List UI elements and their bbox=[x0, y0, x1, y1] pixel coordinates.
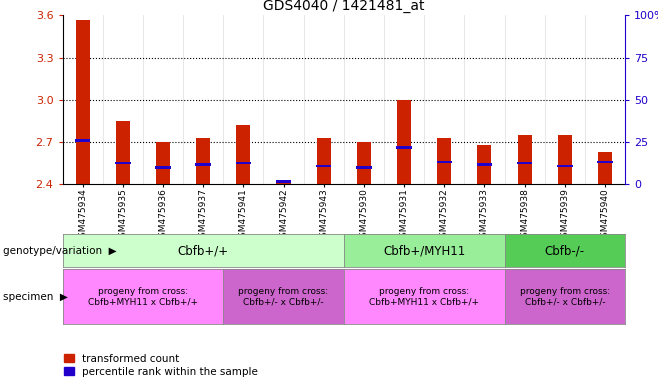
Title: GDS4040 / 1421481_at: GDS4040 / 1421481_at bbox=[263, 0, 424, 13]
Bar bbox=[75, 139, 90, 142]
Bar bbox=[436, 161, 452, 163]
Legend: transformed count, percentile rank within the sample: transformed count, percentile rank withi… bbox=[64, 354, 258, 377]
Text: genotype/variation  ▶: genotype/variation ▶ bbox=[3, 245, 117, 256]
Bar bbox=[396, 146, 412, 149]
Bar bbox=[558, 135, 572, 184]
Bar bbox=[598, 152, 612, 184]
Bar bbox=[557, 165, 572, 167]
Bar bbox=[517, 162, 532, 164]
Bar bbox=[597, 161, 613, 163]
Bar bbox=[518, 135, 532, 184]
Bar bbox=[437, 138, 451, 184]
Bar bbox=[116, 121, 130, 184]
Bar bbox=[476, 163, 492, 166]
Text: progeny from cross:
Cbfb+MYH11 x Cbfb+/+: progeny from cross: Cbfb+MYH11 x Cbfb+/+ bbox=[88, 287, 198, 306]
Bar bbox=[357, 142, 371, 184]
Text: progeny from cross:
Cbfb+MYH11 x Cbfb+/+: progeny from cross: Cbfb+MYH11 x Cbfb+/+ bbox=[369, 287, 479, 306]
Bar bbox=[76, 20, 89, 184]
Bar bbox=[356, 166, 372, 169]
Bar bbox=[478, 145, 492, 184]
Text: Cbfb+/+: Cbfb+/+ bbox=[178, 244, 229, 257]
Bar bbox=[195, 163, 211, 166]
Bar bbox=[236, 162, 251, 164]
Bar bbox=[276, 180, 291, 183]
Text: progeny from cross:
Cbfb+/- x Cbfb+/-: progeny from cross: Cbfb+/- x Cbfb+/- bbox=[520, 287, 610, 306]
Text: progeny from cross:
Cbfb+/- x Cbfb+/-: progeny from cross: Cbfb+/- x Cbfb+/- bbox=[238, 287, 328, 306]
Text: specimen  ▶: specimen ▶ bbox=[3, 291, 68, 302]
Bar bbox=[156, 142, 170, 184]
Text: Cbfb+/MYH11: Cbfb+/MYH11 bbox=[383, 244, 465, 257]
Bar bbox=[276, 183, 291, 184]
Bar bbox=[316, 138, 331, 184]
Bar bbox=[155, 166, 170, 169]
Bar bbox=[397, 100, 411, 184]
Bar bbox=[316, 165, 332, 167]
Bar bbox=[115, 162, 130, 164]
Text: Cbfb-/-: Cbfb-/- bbox=[545, 244, 585, 257]
Bar bbox=[196, 138, 210, 184]
Bar bbox=[236, 125, 251, 184]
